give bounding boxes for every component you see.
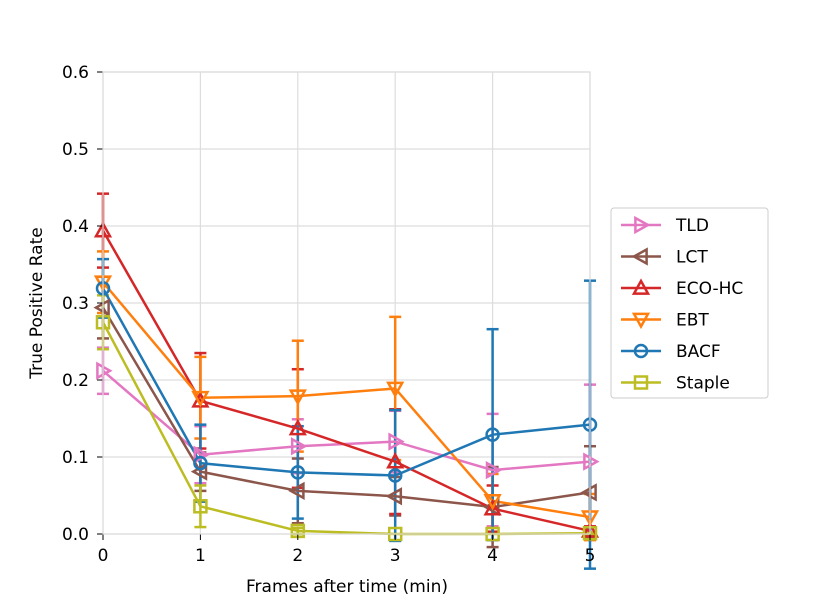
y-axis-label: True Positive Rate bbox=[27, 227, 47, 379]
legend-marker-lct bbox=[631, 247, 648, 266]
axes bbox=[97, 71, 591, 540]
data-point-bacf bbox=[193, 455, 208, 471]
data-point-ebt bbox=[483, 494, 502, 511]
y-tick-label: 0.1 bbox=[62, 448, 89, 468]
data-point-bacf bbox=[485, 427, 500, 442]
data-point-tld bbox=[485, 460, 503, 480]
legend-label-lct: LCT bbox=[676, 248, 708, 268]
x-tick-label: 3 bbox=[390, 546, 401, 566]
legend: TLD LCT ECO-HC EBT BACF Staple bbox=[610, 207, 769, 399]
data-point-ebt bbox=[288, 389, 307, 406]
series-line-lct bbox=[101, 306, 591, 509]
y-tick-label: 0.5 bbox=[62, 140, 89, 160]
data-point-ebt bbox=[191, 390, 210, 408]
plot-frame bbox=[102, 71, 591, 535]
legend-label-eco-hc: ECO-HC bbox=[676, 279, 743, 299]
y-tick-label: 0.6 bbox=[62, 63, 89, 83]
data-point-lct bbox=[580, 483, 597, 502]
legend-marker-ebt bbox=[631, 312, 651, 330]
data-point-eco-hc bbox=[483, 499, 502, 516]
grid bbox=[102, 71, 591, 535]
tick-labels: 0 1 2 3 4 5 0.0 0.1 0.2 0.3 0.4 0.5 0.6 bbox=[62, 63, 595, 566]
data-point-bacf bbox=[387, 468, 403, 483]
data-point-staple bbox=[193, 499, 208, 514]
data-point-lct bbox=[385, 487, 403, 506]
data-point-bacf bbox=[290, 465, 306, 480]
x-tick-label: 1 bbox=[195, 546, 206, 566]
series-line-eco-hc bbox=[101, 229, 591, 533]
y-tick-label: 0.0 bbox=[62, 525, 89, 545]
data-point-lct bbox=[93, 298, 110, 317]
y-tick-label: 0.3 bbox=[62, 294, 89, 314]
series-lines bbox=[101, 229, 591, 536]
data-point-tld bbox=[388, 432, 405, 451]
legend-label-ebt: EBT bbox=[676, 311, 709, 331]
x-tick-label: 2 bbox=[292, 546, 303, 566]
series-line-bacf bbox=[101, 287, 591, 477]
x-axis-label: Frames after time (min) bbox=[246, 577, 448, 597]
data-point-tld bbox=[290, 437, 308, 456]
legend-label-staple: Staple bbox=[676, 374, 730, 394]
x-tick-label: 4 bbox=[487, 546, 498, 566]
legend-marker-tld bbox=[634, 215, 651, 235]
data-point-eco-hc bbox=[288, 418, 307, 436]
data-point-tld bbox=[583, 452, 600, 471]
data-point-ebt bbox=[386, 381, 405, 399]
legend-marker-staple bbox=[633, 375, 649, 390]
y-tick-label: 0.2 bbox=[62, 371, 89, 391]
x-tick-label: 5 bbox=[585, 546, 596, 566]
legend-label-tld: TLD bbox=[675, 216, 709, 236]
data-point-lct bbox=[288, 481, 305, 501]
x-tick-label: 0 bbox=[98, 546, 109, 566]
series-line-ebt bbox=[102, 281, 591, 519]
y-tick-label: 0.4 bbox=[62, 217, 89, 237]
data-point-eco-hc bbox=[386, 452, 405, 469]
error-bars bbox=[97, 192, 596, 570]
legend-marker-bacf bbox=[633, 343, 649, 359]
legend-label-bacf: BACF bbox=[676, 342, 721, 362]
legend-marker-eco-hc bbox=[631, 278, 651, 295]
data-point-tld bbox=[96, 361, 113, 380]
legend-box bbox=[610, 207, 769, 399]
